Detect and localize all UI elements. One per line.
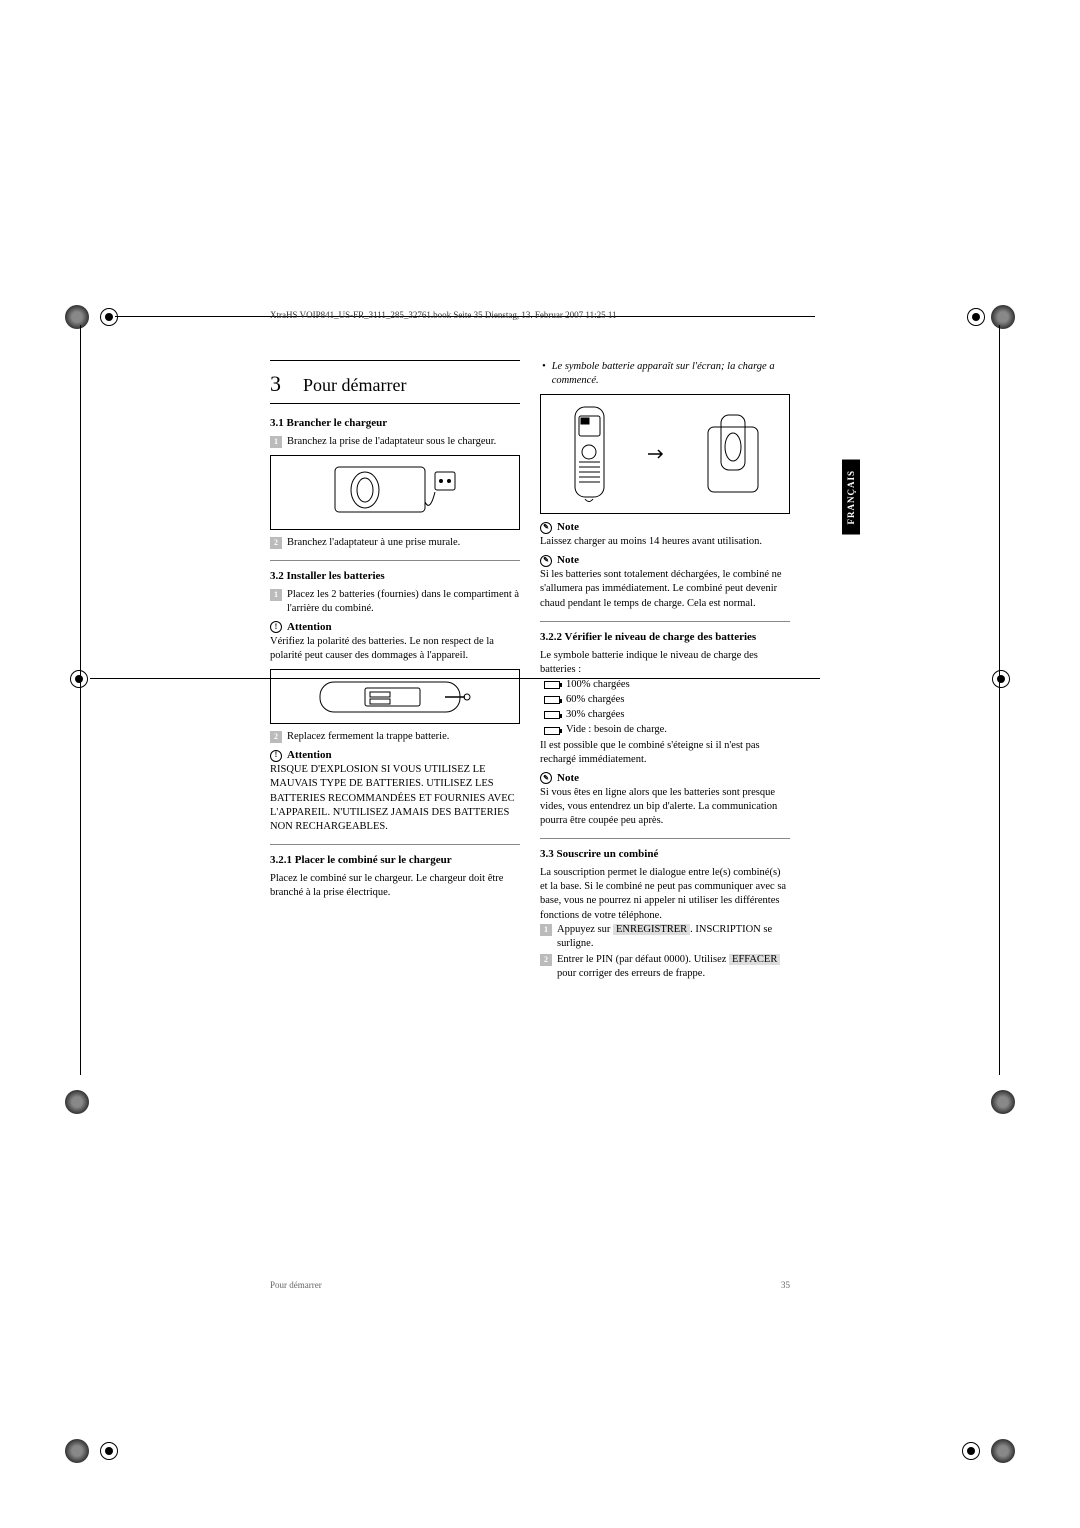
note-label: Note <box>540 771 790 786</box>
step-text: Appuyez sur ENREGISTRER. INSCRIPTION se … <box>557 923 790 951</box>
step-number-icon: 2 <box>270 537 282 549</box>
body-text: RISQUE D'EXPLOSION SI VOUS UTILISEZ LE M… <box>270 763 520 834</box>
crop-mark <box>70 670 88 688</box>
note-label: Note <box>540 520 790 535</box>
softkey-label: EFFACER <box>729 954 780 965</box>
body-text: Vérifiez la polarité des batteries. Le n… <box>270 635 520 663</box>
divider <box>270 560 520 561</box>
battery-icon <box>544 727 560 735</box>
figure-charger <box>270 455 520 530</box>
crop-mark <box>991 1439 1015 1463</box>
battery-label: 60% chargées <box>566 693 624 707</box>
battery-icon <box>544 696 560 704</box>
bullet-text: Le symbole batterie apparaît sur l'écran… <box>540 360 790 388</box>
step: 2 Replacez fermement la trappe batterie. <box>270 730 520 744</box>
page-number: 35 <box>781 1280 790 1290</box>
right-column: Le symbole batterie apparaît sur l'écran… <box>540 360 790 984</box>
battery-level-row: 60% chargées <box>540 693 790 707</box>
crop-mark <box>65 1439 89 1463</box>
body-text: Le symbole batterie indique le niveau de… <box>540 649 790 677</box>
label-text: Note <box>557 520 579 535</box>
bullet-content: Le symbole batterie apparaît sur l'écran… <box>552 360 790 388</box>
crop-mark <box>991 1090 1015 1114</box>
battery-level-row: Vide : besoin de charge. <box>540 723 790 737</box>
label-text: Note <box>557 771 579 786</box>
chapter-heading: 3 Pour démarrer <box>270 360 520 404</box>
body-text: Il est possible que le combiné s'éteigne… <box>540 739 790 767</box>
crop-mark <box>100 308 118 326</box>
language-tab: FRANÇAIS <box>842 460 860 535</box>
step: 1 Placez les 2 batteries (fournies) dans… <box>270 588 520 616</box>
step-text: Placez les 2 batteries (fournies) dans l… <box>287 588 520 616</box>
crop-mark <box>65 305 89 329</box>
section-title: 3.1 Brancher le chargeur <box>270 416 520 431</box>
battery-level-row: 30% chargées <box>540 708 790 722</box>
label-text: Attention <box>287 620 332 635</box>
section-title: 3.3 Souscrire un combiné <box>540 847 790 862</box>
step: 1 Branchez la prise de l'adaptateur sous… <box>270 435 520 449</box>
chapter-number: 3 <box>270 369 281 399</box>
crop-mark <box>100 1442 118 1460</box>
divider <box>540 838 790 839</box>
section-title: 3.2 Installer les batteries <box>270 569 520 584</box>
crop-line <box>999 325 1000 1075</box>
step: 2 Entrer le PIN (par défaut 0000). Utili… <box>540 953 790 981</box>
step-number-icon: 1 <box>270 436 282 448</box>
battery-label: Vide : besoin de charge. <box>566 723 667 737</box>
note-icon <box>540 555 552 567</box>
section-title: 3.2.1 Placer le combiné sur le chargeur <box>270 853 520 868</box>
battery-icon <box>544 681 560 689</box>
footer-title: Pour démarrer <box>270 1280 322 1290</box>
body-text: Si les batteries sont totalement décharg… <box>540 568 790 611</box>
crop-line <box>80 325 81 1075</box>
battery-level-row: 100% chargées <box>540 678 790 692</box>
warning-icon: ! <box>270 750 282 762</box>
note-icon <box>540 772 552 784</box>
crop-mark <box>992 670 1010 688</box>
section-title: 3.2.2 Vérifier le niveau de charge des b… <box>540 630 790 645</box>
note-icon <box>540 522 552 534</box>
step-number-icon: 2 <box>270 731 282 743</box>
battery-label: 100% chargées <box>566 678 630 692</box>
crop-mark <box>65 1090 89 1114</box>
page-footer: Pour démarrer 35 <box>270 1280 790 1290</box>
label-text: Note <box>557 553 579 568</box>
body-text: Placez le combiné sur le chargeur. Le ch… <box>270 872 520 900</box>
battery-label: 30% chargées <box>566 708 624 722</box>
crop-mark <box>962 1442 980 1460</box>
note-label: Note <box>540 553 790 568</box>
body-text: Laissez charger au moins 14 heures avant… <box>540 535 790 549</box>
step-number-icon: 1 <box>540 924 552 936</box>
attention-label: ! Attention <box>270 620 520 635</box>
step-text: Branchez la prise de l'adaptateur sous l… <box>287 435 520 449</box>
step: 1 Appuyez sur ENREGISTRER. INSCRIPTION s… <box>540 923 790 951</box>
crop-mark <box>967 308 985 326</box>
body-text: La souscription permet le dialogue entre… <box>540 866 790 923</box>
step-number-icon: 1 <box>270 589 282 601</box>
battery-icon <box>544 711 560 719</box>
chapter-title: Pour démarrer <box>303 373 406 397</box>
left-column: 3 Pour démarrer 3.1 Brancher le chargeur… <box>270 360 520 984</box>
step-text: Replacez fermement la trappe batterie. <box>287 730 520 744</box>
warning-icon: ! <box>270 621 282 633</box>
step-text: Entrer le PIN (par défaut 0000). Utilise… <box>557 953 790 981</box>
label-text: Attention <box>287 748 332 763</box>
step-number-icon: 2 <box>540 954 552 966</box>
attention-label: ! Attention <box>270 748 520 763</box>
softkey-label: ENREGISTRER <box>613 924 690 935</box>
crop-mark <box>991 305 1015 329</box>
page-header: XtraHS VOIP841_US-FR_3111_285_32761.book… <box>270 310 790 320</box>
step-text: Branchez l'adaptateur à une prise murale… <box>287 536 520 550</box>
figure-handset-cradle <box>540 394 790 514</box>
divider <box>540 621 790 622</box>
figure-battery <box>270 669 520 724</box>
step: 2 Branchez l'adaptateur à une prise mura… <box>270 536 520 550</box>
body-text: Si vous êtes en ligne alors que les batt… <box>540 786 790 829</box>
divider <box>270 844 520 845</box>
